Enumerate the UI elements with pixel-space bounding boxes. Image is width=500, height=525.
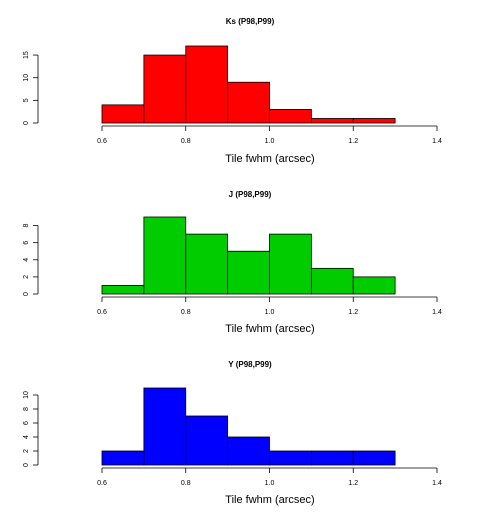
y-tick-label-j-4: 8 [23, 224, 30, 228]
bar-y-4 [269, 450, 312, 466]
bar-ks-1 [143, 54, 187, 124]
chart-title-j: J (P98,P99) [229, 190, 272, 199]
panel-ks: Ks (P98,P99) 0.6 0.8 1.0 1.2 1.4 0 5 10 15 Tile fw… [23, 17, 442, 165]
chart-title-y: Y (P98,P99) [228, 360, 272, 369]
bar-y-0 [101, 450, 145, 466]
bar-y-5 [310, 450, 354, 466]
bar-y-2 [185, 415, 229, 466]
bar-ks-5 [310, 118, 354, 124]
y-tick-label-j-3: 6 [23, 241, 30, 245]
bar-ks-0 [101, 104, 145, 124]
bar-j-4 [269, 233, 312, 295]
x-tick-label-ks-2: 1.0 [265, 138, 275, 145]
x-tick-label-j-2: 1.0 [265, 309, 275, 316]
panel-j: J (P98,P99) 0.6 0.8 1.0 1.2 1.4 0 2 4 6 8 Tile fwhm… [23, 190, 442, 335]
y-tick-label-ks-2: 10 [23, 74, 30, 82]
bar-j-3 [227, 250, 270, 295]
x-tick-label-y-2: 1.0 [265, 480, 275, 487]
y-tick-label-ks-3: 15 [23, 51, 30, 59]
x-tick-label-y-3: 1.2 [348, 480, 358, 487]
x-tick-label-ks-1: 0.8 [181, 138, 191, 145]
panel-y: Y (P98,P99) 0.6 0.8 1.0 1.2 1.4 0 2 4 6 8 10 Tile fw… [23, 360, 442, 506]
x-tick-label-ks-0: 0.6 [97, 138, 107, 145]
y-tick-label-j-1: 2 [23, 275, 30, 279]
bar-ks-3 [227, 81, 270, 124]
y-tick-label-ks-0: 0 [23, 121, 30, 125]
bar-y-1 [143, 387, 187, 466]
y-tick-label-ks-1: 5 [23, 98, 30, 102]
y-tick-label-j-0: 0 [23, 292, 30, 296]
x-tick-label-j-1: 0.8 [181, 309, 191, 316]
x-tick-label-y-0: 0.6 [97, 480, 107, 487]
x-tick-label-ks-4: 1.4 [432, 138, 442, 145]
y-tick-label-j-2: 4 [23, 258, 30, 262]
bar-ks-2 [185, 45, 229, 124]
x-tick-label-j-4: 1.4 [432, 309, 442, 316]
y-tick-label-y-0: 0 [23, 463, 30, 467]
x-tick-label-y-4: 1.4 [432, 480, 442, 487]
x-tick-label-ks-3: 1.2 [348, 138, 358, 145]
y-tick-label-y-2: 4 [23, 435, 30, 439]
bar-ks-6 [352, 118, 396, 124]
bar-j-0 [101, 285, 145, 295]
bar-j-2 [185, 233, 229, 295]
bar-y-3 [227, 436, 270, 466]
y-tick-label-y-3: 6 [23, 421, 30, 425]
bar-y-6 [352, 450, 396, 466]
bar-ks-4 [269, 109, 312, 124]
bar-j-5 [310, 267, 354, 295]
y-tick-label-y-5: 10 [23, 391, 30, 399]
x-tick-label-j-0: 0.6 [97, 309, 107, 316]
x-axis-label-ks: Tile fwhm (arcsec) [225, 153, 314, 165]
x-axis-label-j: Tile fwhm (arcsec) [225, 323, 314, 335]
x-tick-label-j-3: 1.2 [348, 309, 358, 316]
bar-j-6 [352, 276, 396, 295]
x-tick-label-y-1: 0.8 [181, 480, 191, 487]
chart-title-ks: Ks (P98,P99) [226, 17, 275, 26]
bar-j-1 [143, 216, 187, 295]
x-axis-label-y: Tile fwhm (arcsec) [225, 494, 314, 506]
y-tick-label-y-1: 2 [23, 449, 30, 453]
y-tick-label-y-4: 8 [23, 407, 30, 411]
